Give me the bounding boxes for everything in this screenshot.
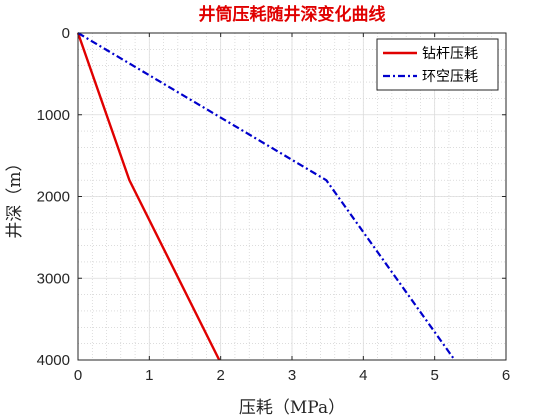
series-line-drill-pipe bbox=[76, 32, 221, 361]
y-tick-label: 0 bbox=[62, 25, 70, 42]
y-tick-label: 3000 bbox=[37, 270, 70, 287]
legend-label-drill-pipe: 钻杆压耗 bbox=[422, 46, 478, 62]
x-tick-label: 5 bbox=[430, 367, 438, 384]
x-tick-label: 0 bbox=[74, 367, 82, 384]
legend: 钻杆压耗 环空压耗 bbox=[376, 38, 499, 91]
ticks-layer: 0 1 2 3 4 5 6 0 1000 2000 3000 4000 bbox=[37, 25, 511, 384]
series-layer bbox=[76, 32, 456, 361]
y-tick-label: 2000 bbox=[37, 189, 70, 206]
y-axis-label: 井深（m） bbox=[5, 154, 25, 238]
legend-box bbox=[376, 38, 499, 91]
x-tick-label: 1 bbox=[145, 367, 153, 384]
chart-title: 井筒压耗随井深变化曲线 bbox=[199, 4, 386, 25]
series-line-annulus bbox=[77, 32, 456, 361]
x-tick-label: 4 bbox=[359, 367, 367, 384]
y-tick-label: 4000 bbox=[37, 352, 70, 369]
y-tick-label: 1000 bbox=[37, 107, 70, 124]
x-tick-label: 6 bbox=[502, 367, 510, 384]
x-tick-label: 3 bbox=[288, 367, 296, 384]
x-tick-label: 2 bbox=[216, 367, 224, 384]
x-axis-label: 压耗（MPa） bbox=[239, 398, 345, 418]
legend-label-annulus: 环空压耗 bbox=[422, 69, 478, 85]
